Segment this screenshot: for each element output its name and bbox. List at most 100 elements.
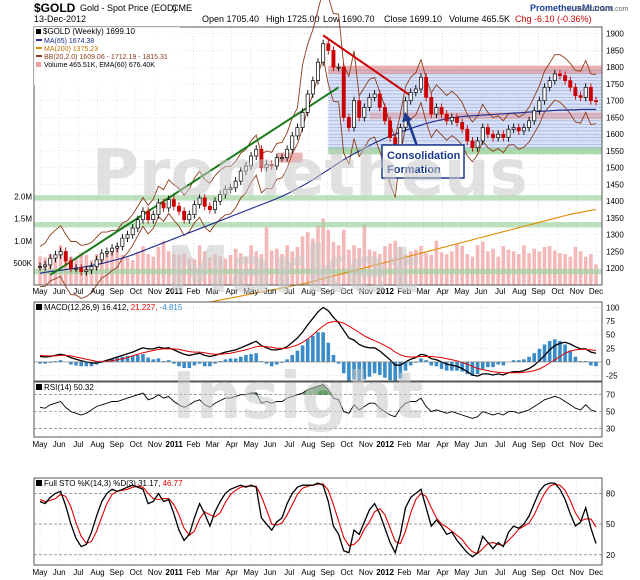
candle-body	[516, 127, 521, 132]
brand-link[interactable]: PrometheusMI.com	[530, 3, 613, 13]
x-tick-label: Mar	[417, 440, 431, 449]
volume-bar	[347, 249, 351, 285]
support-band	[34, 195, 602, 201]
macd-histogram-bar	[58, 360, 63, 362]
bollinger-upper	[39, 0, 597, 247]
candle-body	[300, 112, 305, 128]
volume-bar	[285, 245, 289, 285]
x-tick-label: Apr	[436, 440, 449, 449]
candle-body	[558, 73, 562, 76]
macd-histogram-bar	[130, 355, 135, 362]
macd-title-signal: 21.227,	[131, 303, 160, 312]
macd-histogram-bar	[316, 332, 320, 362]
x-tick-label: 2012	[376, 568, 394, 577]
candle-body	[372, 93, 377, 98]
sto-title-main: Full STO %K(14,3) %D(3) 31.17,	[44, 479, 163, 488]
x-tick-label: May	[32, 287, 47, 296]
volume-value: Volume 465.5K	[449, 14, 510, 24]
macd-histogram-bar	[38, 361, 42, 364]
sto-tick-label: 20	[606, 551, 615, 560]
macd-histogram-bar	[218, 361, 222, 362]
x-tick-label: Oct	[551, 568, 564, 577]
macd-histogram-bar	[202, 361, 207, 367]
rsi-x-axis: May Jun Jul Aug Sep Oct Nov 2011 Feb Mar Apr May Jun…	[32, 440, 603, 449]
macd-histogram-bar	[146, 357, 150, 362]
candle-body	[254, 148, 259, 157]
macd-signal-line	[39, 321, 597, 374]
volume-bar	[383, 246, 387, 285]
macd-histogram-bar	[166, 360, 171, 362]
macd-histogram-bar	[197, 361, 202, 364]
volume-bar	[475, 245, 480, 285]
volume-bar	[501, 246, 506, 285]
macd-histogram-bar	[311, 335, 315, 362]
volume-bar	[480, 241, 485, 285]
sto-x-axis: May Jun Jul Aug Sep Oct Nov 2011 Feb Mar Apr May Jun…	[32, 568, 603, 577]
x-tick-label: Jul	[284, 287, 294, 296]
rsi-overbought-fill	[323, 384, 329, 395]
candle-body	[48, 257, 53, 266]
legend-price: $GOLD (Weekly) 1699.10	[43, 27, 135, 36]
macd-histogram-bar	[192, 361, 197, 366]
consolidation-annotation: Consolidation Formation	[381, 112, 465, 179]
macd-tick-label: -25	[606, 372, 618, 381]
volume-bar	[58, 245, 63, 285]
candle-body	[465, 128, 470, 142]
volume-bar	[63, 251, 68, 285]
macd-histogram-bar	[269, 361, 274, 367]
x-tick-label: Nov	[359, 287, 373, 296]
volume-bar	[115, 245, 120, 285]
macd-frame	[33, 301, 603, 382]
macd-histogram-bar	[362, 361, 367, 380]
volume-bar	[341, 229, 346, 285]
candle-body	[94, 259, 99, 267]
candle-body	[135, 219, 140, 229]
volume-bar	[166, 251, 171, 285]
volume-bar	[388, 243, 392, 285]
macd-histogram-bar	[480, 361, 485, 369]
rsi-overbought-fill	[256, 393, 262, 395]
x-tick-label: Sep	[320, 287, 335, 296]
macd-histogram-bar	[429, 361, 434, 366]
macd-histogram-bar	[486, 361, 490, 368]
candle-body	[249, 155, 254, 167]
rsi-tick-label: 30	[606, 425, 615, 434]
low-value: Low 1690.70	[323, 14, 375, 24]
annotation-arrow-head	[402, 112, 412, 122]
macd-histogram-bar	[331, 354, 336, 362]
candle-body	[552, 73, 557, 81]
macd-histogram-bar	[511, 360, 516, 362]
macd-histogram-bar	[69, 361, 73, 365]
volume-bar	[506, 249, 511, 285]
macd-histogram-bar	[408, 361, 413, 366]
x-tick-label: Jul	[284, 568, 294, 577]
uptrend-line	[49, 86, 340, 276]
candle-body	[527, 120, 532, 128]
x-tick-label: Oct	[130, 568, 143, 577]
macd-histogram-bar	[259, 361, 264, 362]
legend-background	[34, 27, 180, 85]
x-tick-label: Jul	[284, 440, 294, 449]
macd-histogram-bar	[444, 361, 449, 371]
price-legend: $GOLD (Weekly) 1699.10 MA(65) 1674.38 MA…	[34, 27, 180, 85]
candle-body	[110, 247, 115, 252]
macd-histogram-bar	[398, 361, 403, 379]
candle-body	[79, 267, 84, 272]
x-tick-label: May	[32, 440, 47, 449]
x-tick-label: Apr	[436, 287, 449, 296]
x-tick-label: Jun	[475, 568, 488, 577]
x-tick-label: 2011	[166, 568, 184, 577]
volume-bar	[460, 246, 464, 285]
macd-histogram-bar	[516, 360, 521, 362]
volume-bar	[547, 246, 552, 285]
macd-histogram-bar	[383, 361, 387, 378]
volume-bar	[578, 251, 583, 285]
macd-histogram-bar	[43, 361, 47, 364]
volume-bar	[419, 246, 423, 285]
x-tick-label: Jun	[475, 287, 488, 296]
x-tick-label: Mar	[206, 440, 220, 449]
x-tick-label: Jun	[53, 287, 66, 296]
x-tick-label: Sep	[110, 440, 125, 449]
ticker: $GOLD	[34, 1, 76, 15]
